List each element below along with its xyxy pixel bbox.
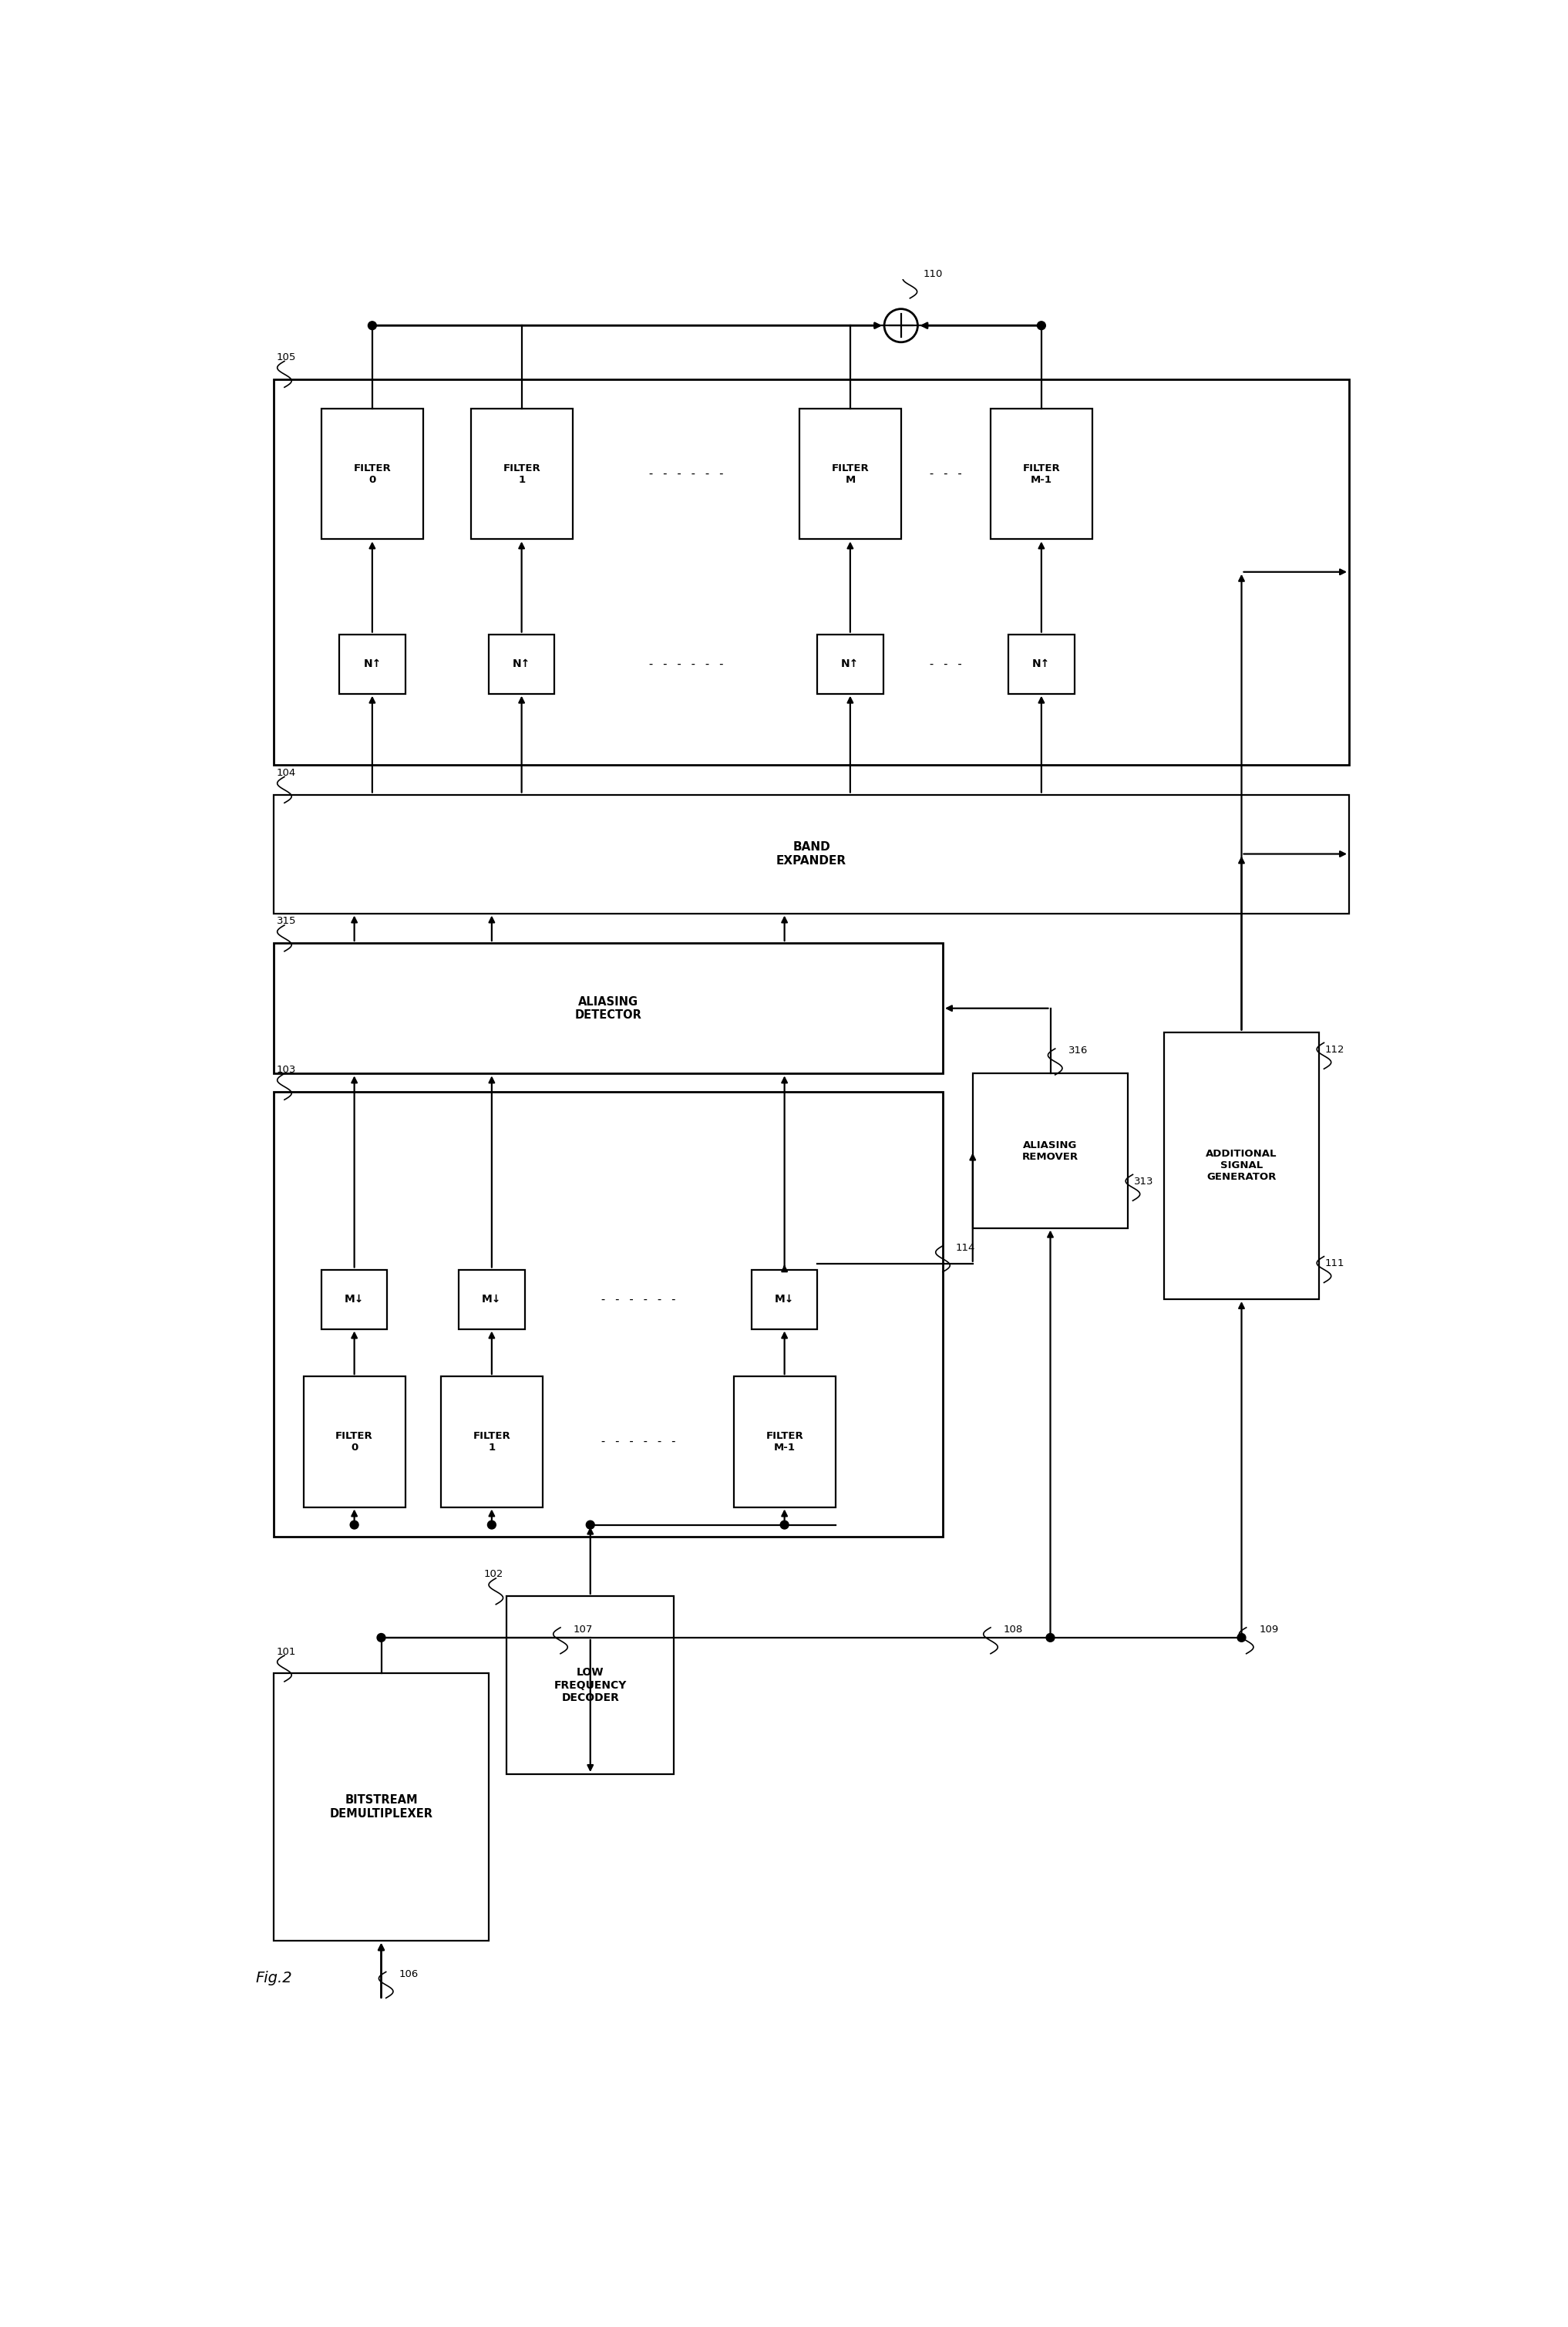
Text: ADDITIONAL
SIGNAL
GENERATOR: ADDITIONAL SIGNAL GENERATOR — [1206, 1150, 1278, 1182]
FancyBboxPatch shape — [1163, 1033, 1319, 1298]
Text: 313: 313 — [1134, 1177, 1154, 1187]
Text: 103: 103 — [276, 1066, 296, 1075]
FancyBboxPatch shape — [972, 1073, 1127, 1229]
Circle shape — [1237, 1634, 1245, 1643]
Circle shape — [376, 1634, 386, 1643]
Text: N↑: N↑ — [1032, 659, 1051, 670]
Text: - - - - - -: - - - - - - — [599, 1436, 677, 1447]
FancyBboxPatch shape — [489, 635, 555, 693]
Text: ALIASING
REMOVER: ALIASING REMOVER — [1022, 1140, 1079, 1161]
Text: FILTER
1: FILTER 1 — [503, 463, 541, 484]
Text: M↓: M↓ — [775, 1294, 795, 1305]
Text: FILTER
0: FILTER 0 — [353, 463, 390, 484]
Text: M↓: M↓ — [345, 1294, 364, 1305]
FancyBboxPatch shape — [991, 410, 1093, 540]
Text: FILTER
M-1: FILTER M-1 — [765, 1431, 803, 1452]
Text: 315: 315 — [276, 917, 296, 926]
Text: FILTER
M: FILTER M — [831, 463, 869, 484]
Circle shape — [586, 1520, 594, 1529]
Text: 109: 109 — [1259, 1624, 1279, 1634]
Text: ALIASING
DETECTOR: ALIASING DETECTOR — [575, 996, 641, 1022]
Text: 101: 101 — [276, 1648, 296, 1657]
Text: - - - - - -: - - - - - - — [648, 659, 724, 670]
Text: 104: 104 — [276, 768, 296, 777]
Text: 110: 110 — [924, 270, 942, 279]
FancyBboxPatch shape — [734, 1375, 836, 1508]
FancyBboxPatch shape — [817, 635, 883, 693]
FancyBboxPatch shape — [470, 410, 572, 540]
Circle shape — [350, 1520, 359, 1529]
Text: N↑: N↑ — [842, 659, 859, 670]
Text: 106: 106 — [400, 1969, 419, 1978]
Text: Fig.2: Fig.2 — [256, 1971, 293, 1985]
Text: FILTER
0: FILTER 0 — [336, 1431, 373, 1452]
Text: FILTER
1: FILTER 1 — [474, 1431, 511, 1452]
FancyBboxPatch shape — [1008, 635, 1074, 693]
Text: - - - - - -: - - - - - - — [648, 468, 724, 479]
FancyBboxPatch shape — [321, 1271, 387, 1329]
Circle shape — [1036, 321, 1046, 330]
Text: N↑: N↑ — [513, 659, 530, 670]
Circle shape — [884, 309, 917, 342]
Text: BITSTREAM
DEMULTIPLEXER: BITSTREAM DEMULTIPLEXER — [329, 1794, 433, 1820]
Text: - - -: - - - — [928, 659, 963, 670]
Text: FILTER
M-1: FILTER M-1 — [1022, 463, 1060, 484]
Text: 102: 102 — [485, 1568, 503, 1580]
FancyBboxPatch shape — [304, 1375, 405, 1508]
Text: 114: 114 — [956, 1243, 975, 1252]
FancyBboxPatch shape — [274, 1673, 489, 1941]
FancyBboxPatch shape — [459, 1271, 525, 1329]
FancyBboxPatch shape — [800, 410, 902, 540]
Text: 316: 316 — [1068, 1045, 1088, 1056]
Text: 107: 107 — [574, 1624, 593, 1634]
FancyBboxPatch shape — [506, 1596, 674, 1773]
Circle shape — [781, 1520, 789, 1529]
FancyBboxPatch shape — [321, 410, 423, 540]
Circle shape — [488, 1520, 495, 1529]
Circle shape — [1046, 1634, 1055, 1643]
Text: M↓: M↓ — [481, 1294, 502, 1305]
FancyBboxPatch shape — [274, 794, 1348, 912]
Text: LOW
FREQUENCY
DECODER: LOW FREQUENCY DECODER — [554, 1666, 627, 1703]
Text: - - - - - -: - - - - - - — [599, 1294, 677, 1305]
Text: 105: 105 — [276, 351, 296, 363]
FancyBboxPatch shape — [441, 1375, 543, 1508]
FancyBboxPatch shape — [751, 1271, 817, 1329]
Text: - - -: - - - — [928, 468, 963, 479]
Text: 108: 108 — [1004, 1624, 1024, 1634]
Text: N↑: N↑ — [364, 659, 381, 670]
Text: BAND
EXPANDER: BAND EXPANDER — [776, 842, 847, 866]
Text: 112: 112 — [1325, 1045, 1345, 1054]
Text: 111: 111 — [1325, 1259, 1345, 1268]
Circle shape — [368, 321, 376, 330]
FancyBboxPatch shape — [339, 635, 405, 693]
